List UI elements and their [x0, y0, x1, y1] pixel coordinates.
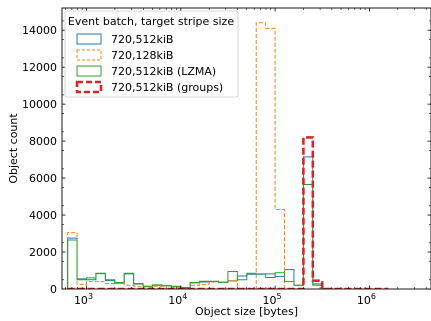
- legend-entry: 720,512kiB (groups): [75, 80, 223, 94]
- x-axis-label: Object size [bytes]: [195, 305, 298, 318]
- legend-swatch: [76, 65, 102, 77]
- legend-entry: 720,128kiB: [76, 49, 173, 62]
- legend-swatch: [76, 33, 102, 45]
- series-layer: [67, 22, 389, 289]
- legend-label: 720,512kiB: [111, 33, 173, 46]
- y-tick-label: 2000: [29, 246, 57, 259]
- y-tick-label: 0: [50, 283, 57, 296]
- y-tick-label: 6000: [29, 172, 57, 185]
- x-tick-label: 105: [263, 292, 282, 307]
- legend-entry: 720,512kiB: [76, 33, 173, 46]
- legend-label: 720,128kiB: [111, 49, 173, 62]
- y-tick-label: 10000: [22, 98, 57, 111]
- legend: Event batch, target stripe size 720,512k…: [64, 10, 239, 98]
- legend-entries: 720,512kiB 720,128kiB 720,512kiB (LZMA) 720…: [75, 33, 223, 94]
- x-tick-label: 104: [168, 292, 187, 307]
- legend-label: 720,512kiB (groups): [111, 81, 223, 94]
- y-axis-label: Object count: [7, 113, 20, 184]
- legend-box: [64, 10, 239, 98]
- legend-label: 720,512kiB (LZMA): [111, 65, 216, 78]
- legend-swatch: [76, 49, 102, 61]
- y-tick-label: 4000: [29, 209, 57, 222]
- x-tick-label: 106: [357, 292, 376, 307]
- x-tick-label: 103: [74, 292, 93, 307]
- series-1-histogram: [67, 22, 389, 289]
- y-tick-label: 14000: [22, 24, 57, 37]
- legend-entry: 720,512kiB (LZMA): [76, 65, 216, 78]
- legend-title: Event batch, target stripe size: [68, 15, 234, 28]
- y-tick-label: 12000: [22, 61, 57, 74]
- legend-swatch: [75, 80, 103, 94]
- y-tick-label: 8000: [29, 135, 57, 148]
- tick-layer: 0 2000 4000 6000 8000 10000 12000 14000 103 104 10…: [22, 8, 431, 307]
